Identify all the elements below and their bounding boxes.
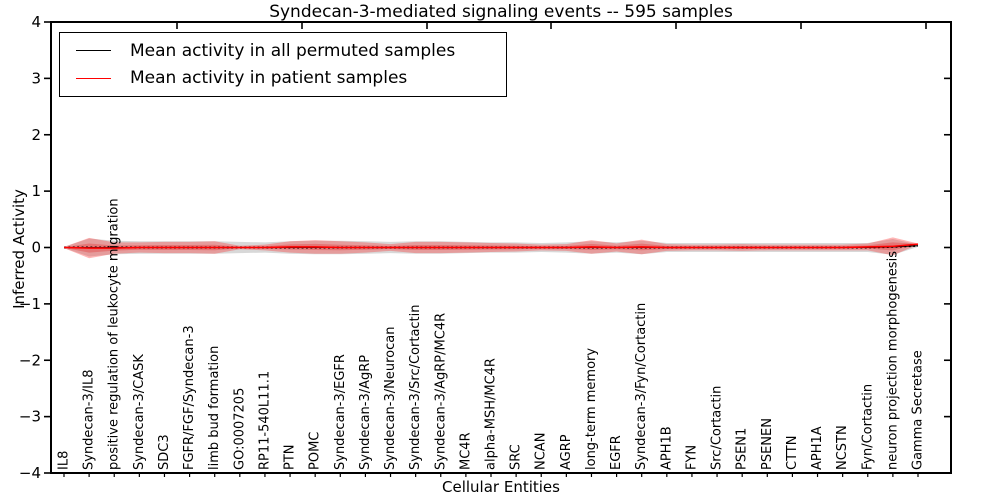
x-tick-label: Syndecan-3/IL8: [82, 370, 97, 470]
x-tick-label: long-term memory: [584, 348, 599, 470]
x-tick-label: APH1A: [810, 426, 825, 470]
x-tick-label: neuron projection morphogenesis: [885, 251, 900, 470]
x-tick-label: Gamma Secretase: [911, 350, 926, 470]
x-tick-label: IL8: [57, 451, 72, 470]
y-tick-label: 1: [31, 182, 41, 200]
x-tick-label: Fyn/Cortactin: [860, 384, 875, 470]
x-tick-label: Syndecan-3/CASK: [132, 354, 147, 470]
x-tick-label: alpha-MSH/MC4R: [484, 358, 499, 470]
y-tick-label: 3: [31, 69, 41, 87]
y-tick-label: 2: [31, 126, 41, 144]
x-tick-label: GO:0007205: [232, 388, 247, 470]
x-tick-label: positive regulation of leukocyte migrati…: [107, 198, 122, 470]
y-tick-label: −2: [19, 351, 41, 369]
x-tick-label: PTN: [283, 444, 298, 470]
x-tick-label: NCSTN: [835, 425, 850, 470]
x-tick-label: FYN: [684, 445, 699, 470]
x-tick-label: FGFR/FGF/Syndecan-3: [182, 325, 197, 470]
legend-line-permuted-icon: [76, 50, 111, 52]
y-tick-label: 4: [31, 13, 41, 31]
patient-mean-line: [63, 243, 919, 249]
legend-line-patient-icon: [76, 77, 111, 79]
x-tick-label: PSENEN: [760, 418, 775, 470]
x-tick-label: NCAN: [534, 433, 549, 470]
y-tick-label: 0: [31, 239, 41, 257]
x-tick-label: Syndecan-3/Fyn/Cortactin: [634, 303, 649, 470]
legend-label-patient: Mean activity in patient samples: [130, 68, 408, 89]
y-tick-label: −1: [19, 295, 41, 313]
x-tick-label: EGFR: [609, 435, 624, 470]
x-tick-label: RP11-540L11.1: [257, 371, 272, 470]
x-tick-label: Syndecan-3/Neurocan: [383, 327, 398, 470]
x-tick-label: Syndecan-3/Src/Cortactin: [408, 304, 423, 470]
x-tick-label: CTTN: [785, 436, 800, 470]
x-tick-label: Syndecan-3/AgRP: [358, 355, 373, 470]
x-axis-label: Cellular Entities: [442, 478, 560, 496]
legend: Mean activity in all permuted samples Me…: [59, 32, 507, 97]
x-tick-label: SDC3: [157, 434, 172, 470]
x-tick-label: Syndecan-3/AgRP/MC4R: [433, 313, 448, 470]
x-tick-label: Syndecan-3/EGFR: [333, 354, 348, 470]
x-tick-label: PSEN1: [735, 428, 750, 470]
x-tick-label: SRC: [509, 444, 524, 470]
legend-item-patient: Mean activity in patient samples: [70, 65, 496, 91]
y-tick-label: −3: [19, 408, 41, 426]
legend-label-permuted: Mean activity in all permuted samples: [130, 40, 456, 61]
x-tick-label: Src/Cortactin: [710, 386, 725, 470]
y-axis-label: Inferred Activity: [10, 189, 28, 309]
x-tick-label: APH1B: [659, 426, 674, 470]
x-tick-label: AGRP: [559, 434, 574, 470]
x-tick-label: MC4R: [458, 432, 473, 470]
x-tick-label: POMC: [308, 432, 323, 470]
y-tick-label: −4: [19, 464, 41, 482]
x-tick-label: limb bud formation: [207, 346, 222, 470]
chart-title: Syndecan-3-mediated signaling events -- …: [269, 2, 733, 22]
legend-item-permuted: Mean activity in all permuted samples: [70, 38, 496, 64]
